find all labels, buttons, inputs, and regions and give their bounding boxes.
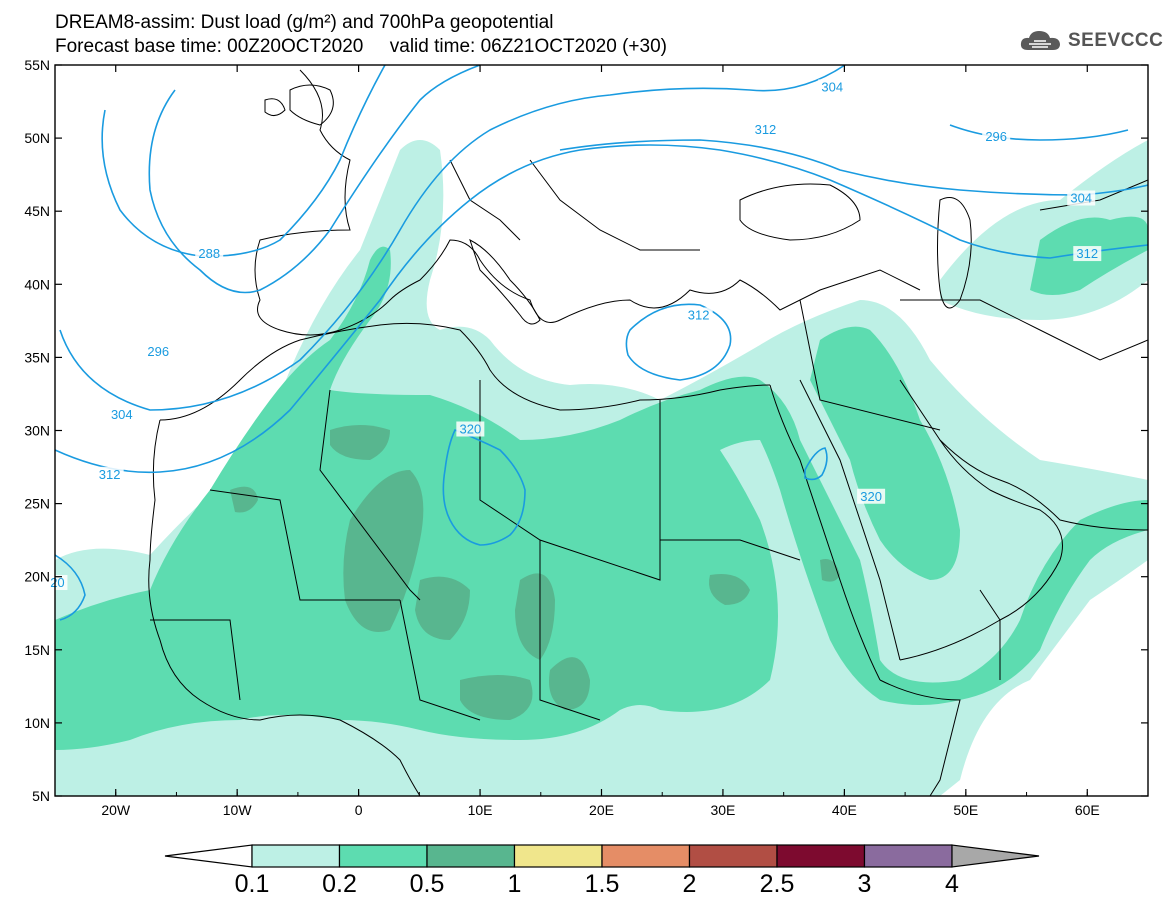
lat-tick-label: 30N <box>24 423 50 439</box>
lat-tick-label: 50N <box>24 130 50 146</box>
dust-load-fill <box>55 140 1148 796</box>
contour-label-bg <box>456 421 485 437</box>
lat-tick-label: 35N <box>24 349 50 365</box>
lat-tick-label: 45N <box>24 203 50 219</box>
logo-text: SEEVCCC <box>1068 30 1164 51</box>
lat-tick-label: 25N <box>24 496 50 512</box>
colorbar-segment <box>426 844 516 868</box>
lon-tick-label: 20W <box>101 802 131 818</box>
colorbar-label: 1.5 <box>585 870 620 898</box>
contour-label: 312 <box>688 307 710 322</box>
lon-tick-label: 30E <box>710 802 735 818</box>
contour-label-bg <box>95 466 124 482</box>
lat-tick-label: 40N <box>24 276 50 292</box>
contour-label: 320 <box>860 489 882 504</box>
contour-label: 20 <box>50 575 64 590</box>
contour-label: 304 <box>1070 191 1092 206</box>
lat-tick-label: 15N <box>24 642 50 658</box>
lat-tick-label: 10N <box>24 715 50 731</box>
colorbar-label: 1 <box>508 870 522 898</box>
contour-label-bg <box>1073 246 1102 262</box>
lon-tick-label: 0 <box>355 802 363 818</box>
lat-tick-label: 20N <box>24 569 50 585</box>
colorbar-label: 0.2 <box>322 870 357 898</box>
colorbar-under-arrow <box>164 844 253 868</box>
contour-label-bg <box>982 129 1011 145</box>
contour-label-bg <box>195 246 224 262</box>
contour-label: 312 <box>755 122 777 137</box>
contour-label-bg <box>144 344 173 360</box>
contour-label-bg <box>47 575 68 591</box>
map-title: DREAM8-assim: Dust load (g/m²) and 700hP… <box>55 12 554 33</box>
coastlines-borders <box>148 69 1148 796</box>
colorbar-label: 2.5 <box>760 870 795 898</box>
contour-label-bg <box>857 488 886 504</box>
longitude-axis: 20W 10W 0 10E 20E 30E 40E 50E 60E <box>54 65 1149 818</box>
lon-tick-label: 20E <box>589 802 614 818</box>
forecast-time-info: Forecast base time: 00Z20OCT2020 valid t… <box>55 36 667 57</box>
colorbar-segment <box>513 844 603 868</box>
contour-label: 312 <box>99 467 121 482</box>
colorbar-segment <box>601 844 691 868</box>
cloud-icon <box>1020 31 1060 50</box>
contour-label-bg <box>1067 190 1096 206</box>
colorbar-segment <box>251 844 341 868</box>
colorbar-segment <box>688 844 778 868</box>
colorbar-segment <box>338 844 428 868</box>
contour-label-bg <box>818 79 847 95</box>
colorbar-segment <box>863 844 953 868</box>
seevccc-logo: SEEVCCC <box>1018 26 1163 56</box>
contour-label: 296 <box>985 129 1007 144</box>
latitude-axis: 55N 50N 45N 40N 35N 30N 25N 20N 15N 10N 5N <box>24 57 1148 804</box>
lon-tick-label: 10W <box>223 802 253 818</box>
colorbar-label: 2 <box>683 870 697 898</box>
lon-tick-label: 60E <box>1075 802 1100 818</box>
contour-label-bg <box>684 307 713 323</box>
contour-label-bg <box>107 406 136 422</box>
contour-labels: 304 296 312 304 312 288 312 296 304 320 312 320 20 <box>47 79 1102 591</box>
contour-label: 304 <box>111 407 133 422</box>
contour-label: 312 <box>1076 246 1098 261</box>
colorbar: 0.1 0.2 0.5 1 1.5 2 2.5 3 4 <box>164 844 1040 898</box>
colorbar-over-arrow <box>951 844 1040 868</box>
colorbar-label: 3 <box>858 870 872 898</box>
contour-label: 320 <box>459 422 481 437</box>
colorbar-label: 0.5 <box>410 870 445 898</box>
lat-tick-label: 55N <box>24 57 50 73</box>
lon-tick-label: 50E <box>953 802 978 818</box>
contour-label: 304 <box>821 79 843 94</box>
colorbar-segment <box>776 844 866 868</box>
lat-tick-label: 5N <box>32 788 50 804</box>
contour-label-bg <box>751 121 780 137</box>
contour-label: 296 <box>147 344 169 359</box>
contour-label: 288 <box>198 246 220 261</box>
colorbar-label: 0.1 <box>235 870 270 898</box>
lon-tick-label: 40E <box>832 802 857 818</box>
lon-tick-label: 10E <box>468 802 493 818</box>
colorbar-label: 4 <box>945 870 959 898</box>
